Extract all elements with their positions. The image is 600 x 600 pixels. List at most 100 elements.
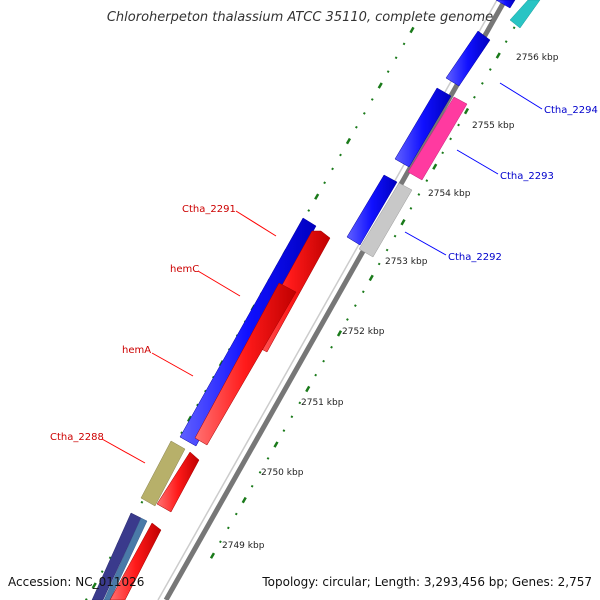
gene-left-red-2[interactable]	[156, 451, 200, 513]
scale-dot	[307, 209, 311, 212]
gene-label-ctha-2288[interactable]: Ctha_2288	[50, 432, 104, 443]
scale-dot	[108, 556, 112, 560]
tick-labels: 2749 kbp 2750 kbp 2751 kbp 2752 kbp 2753…	[222, 53, 559, 551]
gene-ctha-2293[interactable]	[407, 96, 468, 181]
scale-dot	[204, 389, 207, 393]
scale-dot	[226, 526, 230, 530]
scale-dot	[377, 262, 381, 266]
scale-dot	[473, 95, 476, 99]
gene-label-hemc[interactable]: hemC	[170, 264, 199, 275]
scale-dot	[241, 496, 247, 504]
scale-dot	[234, 512, 238, 516]
scale-dot	[368, 274, 374, 282]
gene-left-red-3[interactable]	[109, 522, 162, 600]
gene-ctha-2292-gray[interactable]	[358, 182, 413, 258]
scale-dot	[402, 42, 406, 46]
tick-label: 2753 kbp	[385, 257, 428, 267]
scale-dot	[512, 26, 516, 30]
scale-dot	[425, 179, 429, 182]
scale-dot	[180, 431, 184, 435]
gene-hema[interactable]	[194, 282, 297, 446]
scale-dot	[457, 123, 460, 127]
scale-dot	[441, 151, 445, 155]
scale-dot	[258, 470, 262, 474]
scale-dot	[355, 125, 358, 129]
scale-dot	[345, 137, 352, 145]
gene-ctha-2292[interactable]	[346, 174, 398, 246]
scale-dot	[196, 403, 199, 407]
leader-line	[151, 352, 194, 377]
scale-dot	[282, 429, 286, 433]
leader-line	[101, 438, 146, 464]
gene-label-hema[interactable]: hemA	[122, 345, 151, 356]
tick-label: 2756 kbp	[516, 53, 559, 63]
scale-dot	[417, 193, 421, 196]
scale-dot	[495, 52, 501, 59]
gene-ctha-2291[interactable]	[179, 217, 317, 447]
scale-dot	[385, 248, 389, 252]
gene-ctha-2293-blue[interactable]	[394, 87, 452, 168]
leader-line	[404, 231, 447, 256]
gene-top-blue[interactable]	[495, 0, 516, 9]
scale-dot	[323, 181, 326, 185]
scale-dot	[273, 441, 279, 448]
tick-label: 2754 kbp	[428, 189, 471, 199]
leader-line	[456, 149, 499, 175]
gene-ctha-2288[interactable]	[140, 440, 186, 507]
scale-dot	[290, 415, 294, 419]
scale-dot	[432, 163, 438, 170]
scale-dot	[394, 56, 398, 60]
backbone-edge	[157, 0, 498, 600]
forward-strand-genes	[91, 217, 317, 600]
inner-scale-dots	[209, 0, 532, 559]
backbone-line	[163, 0, 508, 600]
scale-dot	[504, 40, 508, 44]
scale-dot	[481, 81, 484, 85]
scale-dot	[298, 401, 302, 405]
scale-dot	[361, 290, 365, 294]
right-side-genes	[346, 0, 541, 258]
gene-left-steel[interactable]	[103, 517, 148, 600]
gene-label-ctha-2292[interactable]: Ctha_2292	[448, 252, 502, 263]
right-gene-labels: Ctha_2294 Ctha_2293 Ctha_2292	[404, 82, 598, 263]
scale-dot	[266, 457, 270, 460]
scale-dot	[370, 98, 374, 101]
genome-summary-text: Topology: circular; Length: 3,293,456 bp…	[262, 575, 592, 589]
genome-title: Chloroherpeton thalassium ATCC 35110, co…	[106, 10, 494, 25]
leader-line	[499, 82, 543, 110]
gene-left-dark-1[interactable]	[91, 512, 142, 600]
scale-dot	[250, 484, 254, 488]
scale-dot	[393, 234, 397, 238]
scale-dot	[219, 540, 222, 544]
scale-dot	[353, 304, 357, 307]
scale-dot	[314, 193, 320, 200]
leader-line	[235, 210, 277, 237]
scale-dot	[314, 373, 318, 377]
scale-dot	[140, 500, 144, 504]
scale-dot	[377, 82, 383, 89]
gene-top-cyan[interactable]	[509, 0, 541, 29]
scale-dot	[84, 598, 88, 600]
scale-dot	[305, 385, 311, 393]
gene-ctha-2294[interactable]	[445, 30, 491, 87]
scale-dot	[209, 552, 216, 559]
gene-label-ctha-2294[interactable]: Ctha_2294	[544, 105, 598, 116]
scale-dot	[322, 359, 325, 363]
scale-dot	[91, 582, 97, 589]
scale-dot	[362, 111, 366, 115]
gene-label-ctha-2291[interactable]: Ctha_2291	[182, 204, 236, 215]
tick-label: 2749 kbp	[222, 541, 265, 551]
scale-dot	[449, 137, 452, 141]
scale-dot	[386, 70, 390, 74]
left-gene-labels: Ctha_2291 hemC hemA Ctha_2288	[50, 204, 277, 464]
scale-dot	[336, 330, 343, 337]
tick-label: 2752 kbp	[342, 327, 385, 337]
scale-dot	[330, 345, 333, 349]
scale-dot	[400, 219, 406, 226]
scale-dot	[463, 107, 470, 115]
tick-label: 2755 kbp	[472, 121, 515, 131]
scale-dot	[346, 318, 349, 321]
gene-label-ctha-2293[interactable]: Ctha_2293	[500, 171, 554, 182]
